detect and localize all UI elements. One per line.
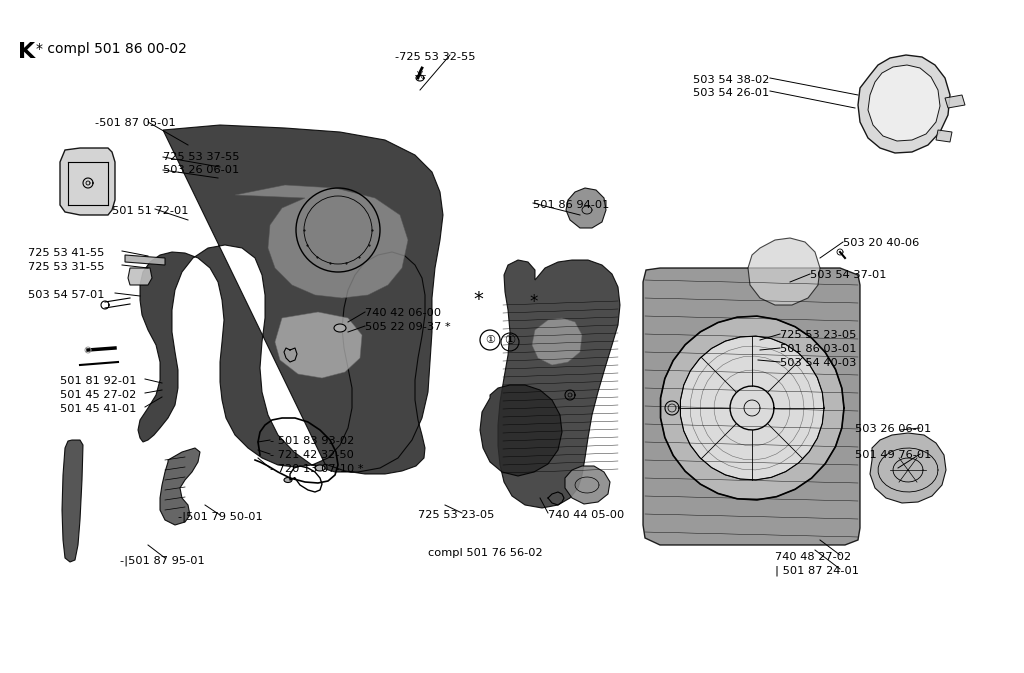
Polygon shape bbox=[60, 148, 115, 215]
Text: 503 54 37-01: 503 54 37-01 bbox=[810, 270, 887, 280]
Text: - 501 83 93-02: - 501 83 93-02 bbox=[270, 436, 354, 446]
Text: ①: ① bbox=[505, 334, 516, 347]
Text: 501 45 41-01: 501 45 41-01 bbox=[60, 404, 136, 414]
Text: *: * bbox=[473, 291, 483, 310]
Text: 503 20 40-06: 503 20 40-06 bbox=[843, 238, 920, 248]
Text: - 720 13 07-10 *: - 720 13 07-10 * bbox=[270, 464, 364, 474]
Text: 740 44 05-00: 740 44 05-00 bbox=[548, 510, 625, 520]
Text: * compl 501 86 00-02: * compl 501 86 00-02 bbox=[36, 42, 186, 56]
Polygon shape bbox=[62, 440, 83, 562]
Text: 725 53 31-55: 725 53 31-55 bbox=[28, 262, 104, 272]
Text: -|501 79 50-01: -|501 79 50-01 bbox=[178, 512, 263, 522]
Polygon shape bbox=[945, 95, 965, 108]
Text: 501 45 27-02: 501 45 27-02 bbox=[60, 390, 136, 400]
Text: K: K bbox=[18, 42, 35, 62]
Text: 501 51 72-01: 501 51 72-01 bbox=[112, 206, 188, 216]
Polygon shape bbox=[128, 268, 152, 285]
Text: -|501 87 95-01: -|501 87 95-01 bbox=[120, 555, 205, 565]
Polygon shape bbox=[275, 312, 362, 378]
Polygon shape bbox=[660, 316, 844, 500]
Ellipse shape bbox=[334, 324, 346, 332]
Polygon shape bbox=[858, 55, 950, 153]
Polygon shape bbox=[868, 65, 940, 141]
Text: 740 48 27-02: 740 48 27-02 bbox=[775, 552, 851, 562]
Polygon shape bbox=[643, 268, 860, 545]
Text: 503 54 38-02: 503 54 38-02 bbox=[693, 75, 769, 85]
Polygon shape bbox=[480, 385, 562, 476]
Text: 503 54 26-01: 503 54 26-01 bbox=[693, 88, 769, 98]
Polygon shape bbox=[160, 448, 200, 525]
Text: 505 22 09-37 *: 505 22 09-37 * bbox=[365, 322, 451, 332]
Polygon shape bbox=[532, 318, 582, 365]
Text: 725 53 23-05: 725 53 23-05 bbox=[780, 330, 856, 340]
Polygon shape bbox=[234, 185, 408, 298]
Text: | 501 87 24-01: | 501 87 24-01 bbox=[775, 566, 859, 577]
Text: 740 42 06-00: 740 42 06-00 bbox=[365, 308, 441, 318]
Polygon shape bbox=[566, 188, 606, 228]
Text: 503 26 06-01: 503 26 06-01 bbox=[163, 165, 240, 175]
Text: 501 81 92-01: 501 81 92-01 bbox=[60, 376, 136, 386]
Text: 725 53 37-55: 725 53 37-55 bbox=[163, 152, 240, 162]
Polygon shape bbox=[936, 130, 952, 142]
Polygon shape bbox=[498, 260, 620, 508]
Polygon shape bbox=[138, 125, 443, 474]
Text: 725 53 23-05: 725 53 23-05 bbox=[418, 510, 495, 520]
Text: 725 53 41-55: 725 53 41-55 bbox=[28, 248, 104, 258]
Polygon shape bbox=[125, 255, 165, 265]
Text: -501 87 05-01: -501 87 05-01 bbox=[95, 118, 176, 128]
Ellipse shape bbox=[315, 465, 325, 471]
Polygon shape bbox=[748, 238, 820, 305]
Text: ①: ① bbox=[485, 335, 495, 345]
Text: 501 86 94-01: 501 86 94-01 bbox=[534, 200, 609, 210]
Text: -725 53 32-55: -725 53 32-55 bbox=[395, 52, 475, 62]
Text: 503 54 40-03: 503 54 40-03 bbox=[780, 358, 856, 368]
Polygon shape bbox=[870, 433, 946, 503]
Text: 501 49 76-01: 501 49 76-01 bbox=[855, 450, 932, 460]
Ellipse shape bbox=[284, 478, 292, 483]
Text: - 721 42 32-50: - 721 42 32-50 bbox=[270, 450, 354, 460]
Text: 501 86 03-01: 501 86 03-01 bbox=[780, 344, 856, 354]
Polygon shape bbox=[680, 336, 824, 480]
Text: *: * bbox=[529, 293, 539, 311]
Text: 503 54 57-01: 503 54 57-01 bbox=[28, 290, 104, 300]
Polygon shape bbox=[565, 466, 610, 504]
Text: 503 26 06-01: 503 26 06-01 bbox=[855, 424, 931, 434]
Text: compl 501 76 56-02: compl 501 76 56-02 bbox=[428, 548, 543, 558]
